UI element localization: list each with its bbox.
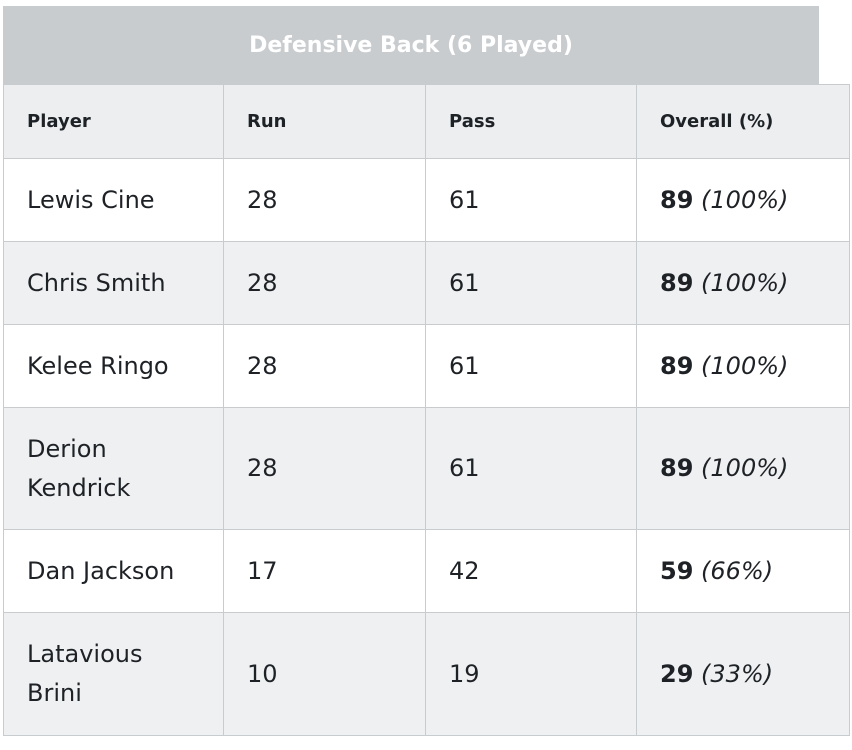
run-value: 28 <box>223 241 426 325</box>
run-value: 17 <box>223 529 426 613</box>
overall-percent: (100%) <box>701 268 789 297</box>
overall-value: 59 <box>660 556 694 585</box>
snap-count-table-container: Defensive Back (6 Played) Player Run Pas… <box>3 6 850 736</box>
pass-value: 61 <box>425 407 637 530</box>
player-name: Kelee Ringo <box>3 324 224 408</box>
table-row: Lewis Cine 28 61 89 (100%) <box>3 158 850 242</box>
overall-cell: 59 (66%) <box>636 529 850 613</box>
overall-percent: (100%) <box>701 351 789 380</box>
header-pass: Pass <box>425 84 637 159</box>
overall-percent: (33%) <box>701 659 774 688</box>
table-row: Dan Jackson 17 42 59 (66%) <box>3 529 850 613</box>
pass-value: 19 <box>425 612 637 736</box>
table-row: Chris Smith 28 61 89 (100%) <box>3 241 850 325</box>
overall-cell: 29 (33%) <box>636 612 850 736</box>
overall-percent: (100%) <box>701 185 789 214</box>
overall-value: 89 <box>660 185 694 214</box>
overall-cell: 89 (100%) <box>636 241 850 325</box>
snap-count-table: Player Run Pass Overall (%) Lewis Cine 2… <box>3 84 850 736</box>
overall-value: 89 <box>660 454 694 482</box>
table-row: Kelee Ringo 28 61 89 (100%) <box>3 324 850 408</box>
run-value: 28 <box>223 324 426 408</box>
overall-percent: (66%) <box>701 556 774 585</box>
header-run: Run <box>223 84 426 159</box>
overall-cell: 89 (100%) <box>636 158 850 242</box>
overall-value: 29 <box>660 659 694 688</box>
table-row: Derion Kendrick 28 61 89 (100%) <box>3 407 850 530</box>
header-overall: Overall (%) <box>636 84 850 159</box>
pass-value: 42 <box>425 529 637 613</box>
header-player: Player <box>3 84 224 159</box>
overall-value: 89 <box>660 351 694 380</box>
table-row: Latavious Brini 10 19 29 (33%) <box>3 612 850 736</box>
pass-value: 61 <box>425 158 637 242</box>
run-value: 28 <box>223 407 426 530</box>
player-name: Derion Kendrick <box>3 407 224 530</box>
overall-cell: 89 (100%) <box>636 324 850 408</box>
player-name: Chris Smith <box>3 241 224 325</box>
table-title: Defensive Back (6 Played) <box>3 6 819 84</box>
pass-value: 61 <box>425 241 637 325</box>
overall-percent: (100%) <box>701 454 789 482</box>
player-name: Latavious Brini <box>3 612 224 736</box>
overall-value: 89 <box>660 268 694 297</box>
run-value: 10 <box>223 612 426 736</box>
run-value: 28 <box>223 158 426 242</box>
pass-value: 61 <box>425 324 637 408</box>
overall-cell: 89 (100%) <box>636 407 850 530</box>
player-name: Lewis Cine <box>3 158 224 242</box>
header-row: Player Run Pass Overall (%) <box>3 84 850 159</box>
player-name: Dan Jackson <box>3 529 224 613</box>
